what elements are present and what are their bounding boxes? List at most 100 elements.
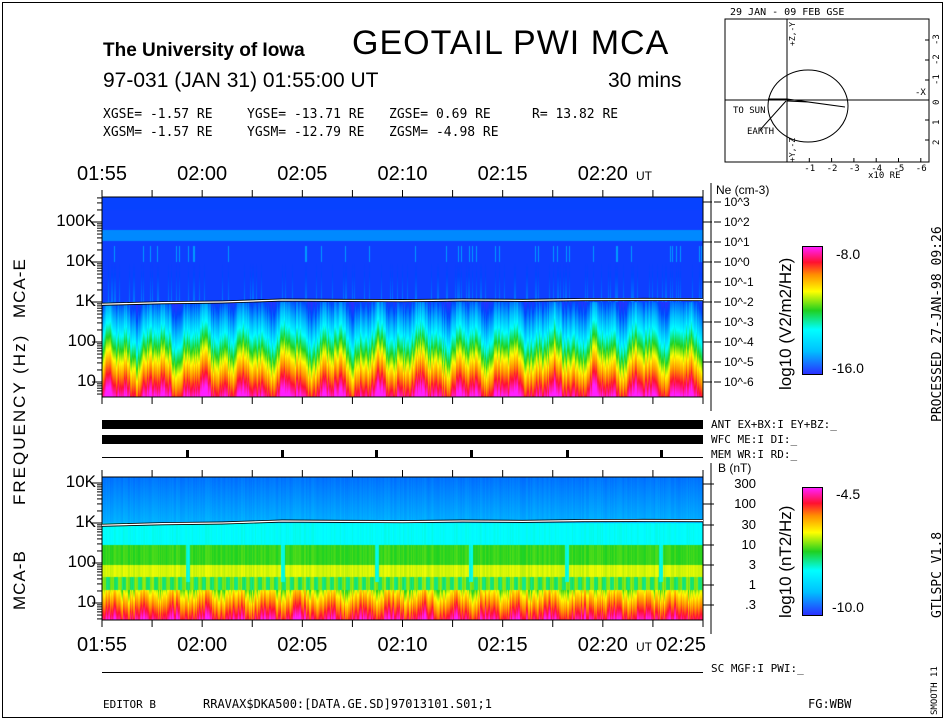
e-colorbar-max: -8.0 (836, 246, 861, 262)
time-tick-bottom: 02:15 (477, 634, 528, 656)
xgsm: XGSM= -1.57 RE (103, 125, 213, 140)
time-tick-bottom: 02:00 (177, 634, 228, 656)
orbit-y-tick: 1 (932, 119, 942, 125)
b-tick: 300 (734, 476, 756, 491)
time-tick-top: 02:10 (377, 163, 428, 185)
e-freq-tick: 10K (65, 251, 96, 270)
mem-write-mark (186, 450, 190, 457)
orbit-y-tick: -2 (932, 54, 942, 65)
orbit-x-tick: -1 (804, 164, 816, 174)
e-freq-tick: 100 (67, 331, 96, 350)
mca-e-spectrogram (102, 197, 703, 397)
time-tick-top: 02:00 (177, 163, 228, 185)
sc-status-line (102, 672, 703, 673)
b-axis-label: B (nT) (718, 461, 752, 475)
b-tick: 10 (741, 537, 756, 552)
earth-pointer (759, 100, 787, 131)
r-distance: R= 13.82 RE (532, 107, 619, 122)
ne-tick: 10^2 (724, 215, 750, 229)
time-tick-bottom: 01:55 (76, 634, 128, 656)
orbit-plot-frame (724, 18, 930, 163)
orbit-x-tick: -6 (915, 164, 927, 174)
orbit-x-tick: -4 (871, 164, 883, 174)
mem-status-line (102, 457, 703, 458)
mem-status: MEM WR:I RD:_ (711, 448, 798, 461)
ne-tick: 10^3 (724, 195, 750, 209)
to-sun-label: TO SUN (733, 106, 766, 116)
ne-tick: 10^-3 (724, 315, 754, 329)
b-tick: 30 (741, 517, 756, 532)
mca-b-panel-border (101, 476, 704, 621)
b-freq-tick: 10 (77, 592, 96, 611)
processed-stamp: PROCESSED 27-JAN-98 09:26 (930, 226, 945, 422)
mem-write-mark (659, 450, 663, 457)
orbit-y-tick: 0 (932, 99, 942, 105)
ne-tick: 10^-6 (724, 375, 754, 389)
ant-status-bar (102, 420, 703, 429)
earth-label: EARTH (747, 127, 775, 137)
ygsm: YGSM= -12.79 RE (247, 125, 365, 140)
e-colorbar-min: -16.0 (832, 360, 864, 376)
duration: 30 mins (608, 69, 682, 92)
b-colorbar-min: -10.0 (832, 599, 864, 615)
orbit-y-tick: 2 (932, 139, 942, 145)
ut-label-top: UT (636, 169, 652, 183)
version-stamp: GTLSPC V1.8 (930, 531, 945, 618)
orbit-x-unit: x10 RE (868, 171, 901, 181)
ygse: YGSE= -13.71 RE (247, 107, 365, 122)
sc-status: SC MGF:I PWI:_ (711, 662, 804, 675)
b-colorbar-max: -4.5 (836, 486, 861, 502)
e-colorbar-unit: log10 (V2/m2/Hz) (776, 257, 795, 390)
mem-write-mark (565, 450, 569, 457)
ant-status: ANT EX+BX:I EY+BZ:_ (711, 418, 837, 431)
orbit-title: 29 JAN - 09 FEB GSE (730, 7, 845, 18)
overlay-line (101, 298, 704, 305)
time-tick-top: 02:20 (577, 163, 628, 185)
zgsm: ZGSM= -4.98 RE (389, 125, 499, 140)
orbit-y-tick: -3 (932, 34, 942, 45)
orbit-x-tick: -3 (848, 164, 860, 174)
ne-tick: 10^-5 (724, 355, 754, 369)
mca-b-colorbar (802, 487, 823, 616)
b-tick: 3 (748, 557, 756, 572)
institution: The University of Iowa (103, 40, 305, 61)
e-freq-tick: 10 (77, 371, 96, 390)
time-tick-end: 02:25 (656, 634, 707, 656)
orbit-y-tick: -1 (932, 74, 942, 85)
mem-write-mark (469, 450, 473, 457)
time-tick-bottom: 02:05 (277, 634, 328, 656)
ut-label-bottom: UT (636, 640, 652, 654)
ne-tick: 10^0 (724, 255, 750, 269)
orbit-axis-x: -X (915, 88, 926, 98)
b-freq-tick: 100 (67, 552, 96, 571)
time-tick-bottom: 02:10 (377, 634, 428, 656)
xgse: XGSE= -1.57 RE (103, 107, 213, 122)
b-tick: 100 (734, 496, 756, 511)
orbit-x-tick: -2 (826, 164, 838, 174)
b-freq-tick: 1K (75, 512, 96, 531)
time-tick-top: 02:05 (277, 163, 328, 185)
b-tick: 1 (748, 577, 756, 592)
page-title: GEOTAIL PWI MCA (352, 24, 670, 62)
mca-b-label: MCA-B (10, 550, 29, 610)
mem-write-mark (281, 450, 285, 457)
e-freq-tick: 100K (56, 211, 96, 230)
orbit-path (767, 69, 849, 143)
editor-label: EDITOR B (103, 698, 156, 711)
mca-e-panel-border (101, 196, 704, 398)
ne-tick: 10^1 (724, 235, 750, 249)
b-colorbar-unit: log10 (nT2/Hz) (776, 505, 795, 618)
time-tick-bottom: 02:20 (577, 634, 628, 656)
ne-tick: 10^-4 (724, 335, 754, 349)
orbit-x-tick: -5 (893, 164, 905, 174)
mca-b-spectrogram (102, 477, 703, 620)
wfc-status: WFC ME:I DI:_ (711, 433, 798, 446)
e-freq-tick: 1K (75, 291, 96, 310)
ne-tick: 10^-1 (724, 275, 754, 289)
b-freq-tick: 10K (65, 472, 96, 491)
wfc-status-bar (102, 435, 703, 444)
overlay-line (101, 519, 704, 526)
date-line: 97-031 (JAN 31) 01:55:00 UT (103, 69, 379, 92)
